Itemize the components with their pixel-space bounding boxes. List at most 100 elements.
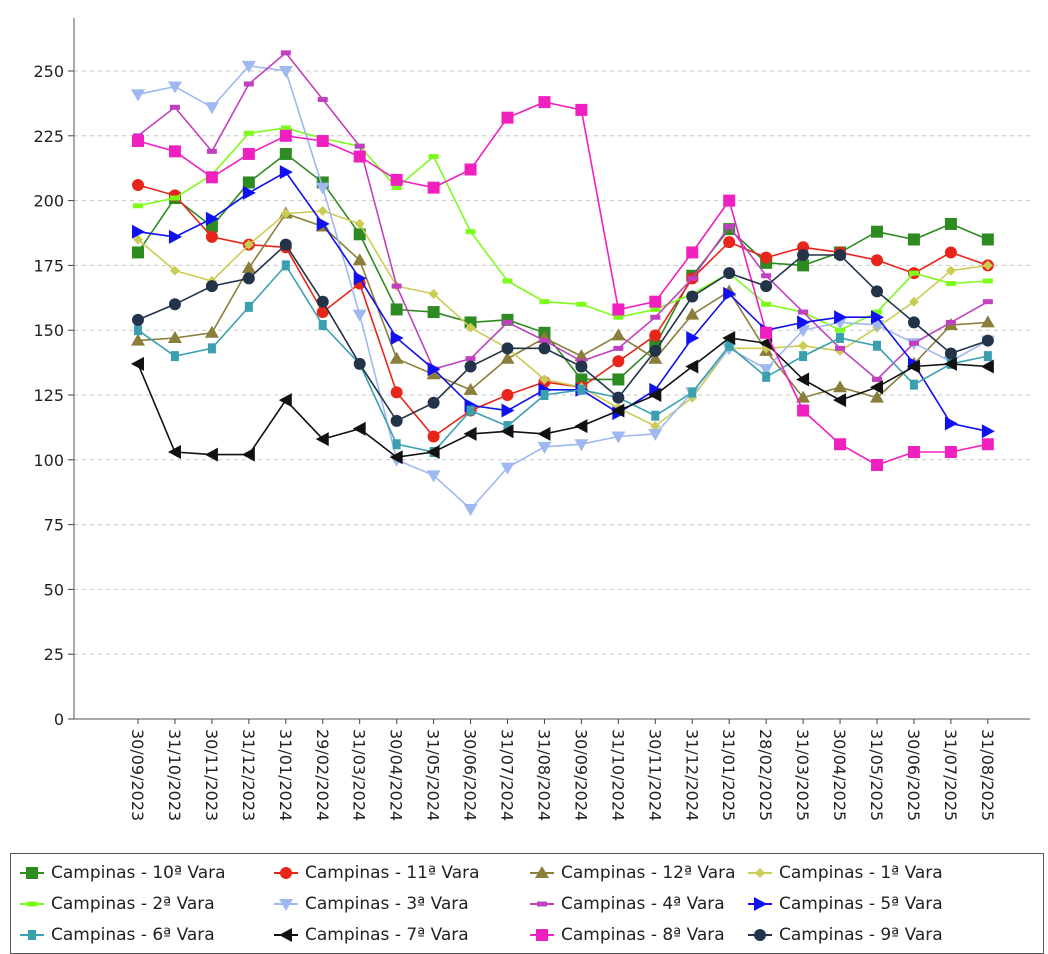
data-point [612, 355, 625, 368]
data-point [316, 306, 329, 319]
data-point [465, 356, 476, 362]
data-point [945, 265, 956, 276]
data-point [206, 148, 217, 154]
legend-swatch [530, 929, 554, 941]
legend-item: Campinas - 2ª Vara [19, 889, 215, 919]
data-point [500, 462, 515, 475]
data-point [686, 330, 700, 345]
data-point [539, 299, 550, 305]
legend-label: Campinas - 7ª Vara [305, 925, 469, 945]
data-point [501, 342, 514, 355]
data-point [131, 333, 145, 346]
data-point [389, 450, 403, 465]
data-point [798, 340, 809, 351]
y-tick-label: 0 [54, 710, 64, 729]
data-point [205, 171, 218, 184]
legend-label: Campinas - 2ª Vara [51, 894, 215, 914]
legend-item: Campinas - 10ª Vara [19, 858, 226, 888]
data-point [391, 185, 402, 191]
series-11 [132, 96, 994, 471]
data-point [204, 447, 218, 462]
data-point [908, 270, 919, 276]
data-point [983, 351, 992, 362]
legend-item: Campinas - 3ª Vara [273, 889, 469, 919]
series-5 [133, 125, 993, 333]
data-point [501, 403, 515, 418]
data-point [539, 374, 550, 385]
data-point [502, 278, 513, 284]
data-point [871, 285, 883, 298]
data-point [574, 419, 588, 434]
legend-label: Campinas - 5ª Vara [779, 894, 943, 914]
legend-marker [279, 899, 293, 911]
data-point [353, 150, 366, 163]
legend-marker [754, 897, 767, 911]
data-point [278, 393, 292, 408]
x-tick-label: 30/11/2024 [645, 729, 664, 821]
data-point [687, 275, 698, 281]
data-point [465, 229, 476, 235]
x-tick-label: 31/07/2025 [941, 729, 960, 821]
legend-marker [754, 929, 766, 941]
data-point [279, 238, 292, 251]
data-point [243, 239, 254, 250]
data-point [390, 303, 403, 316]
data-point [835, 345, 846, 351]
data-point [649, 329, 662, 342]
data-point [723, 236, 736, 249]
data-point [427, 362, 441, 377]
data-point [500, 351, 515, 364]
data-point [980, 315, 995, 328]
data-point [132, 179, 144, 192]
y-tick-label: 125 [33, 386, 64, 405]
data-point [981, 438, 994, 451]
legend-swatch [748, 897, 772, 911]
series-line [137, 212, 988, 399]
y-tick-label: 100 [33, 451, 64, 470]
data-point [354, 218, 365, 229]
legend-marker [28, 930, 36, 940]
data-point [685, 307, 700, 320]
data-point [834, 310, 848, 325]
data-point [466, 405, 475, 416]
data-point [169, 104, 180, 110]
legend-marker [536, 929, 548, 941]
data-point [799, 351, 808, 362]
x-tick-label: 31/05/2025 [867, 729, 886, 821]
x-tick-label: 30/11/2023 [202, 729, 221, 821]
legend-swatch [20, 930, 44, 940]
data-point [390, 386, 403, 399]
data-point [907, 316, 920, 329]
legend-swatch [20, 901, 44, 907]
data-point [833, 393, 847, 408]
legend-item: Campinas - 7ª Vara [273, 920, 469, 950]
data-point [834, 438, 847, 451]
data-point [648, 428, 663, 441]
data-point [168, 229, 182, 244]
data-point [205, 230, 218, 243]
data-point [908, 296, 919, 307]
data-point [352, 309, 367, 322]
data-point [205, 280, 218, 293]
series-lines [131, 50, 995, 517]
x-tick-label: 31/08/2024 [534, 729, 553, 821]
series-line [137, 184, 989, 438]
data-point [574, 349, 589, 362]
data-point [725, 340, 734, 351]
data-point [982, 260, 993, 271]
data-point [944, 217, 957, 230]
data-point [762, 371, 771, 382]
data-point [540, 390, 549, 400]
legend-item: Campinas - 5ª Vara [747, 889, 943, 919]
data-point [391, 283, 402, 289]
x-tick-label: 31/12/2024 [682, 729, 701, 821]
data-point [464, 163, 477, 176]
data-point [316, 216, 330, 231]
legend-swatch [274, 899, 298, 911]
data-point [167, 445, 181, 460]
series-10 [131, 330, 994, 465]
y-tick-label: 150 [33, 321, 64, 340]
data-point [280, 208, 291, 219]
data-point [427, 430, 440, 443]
data-point [761, 273, 772, 279]
